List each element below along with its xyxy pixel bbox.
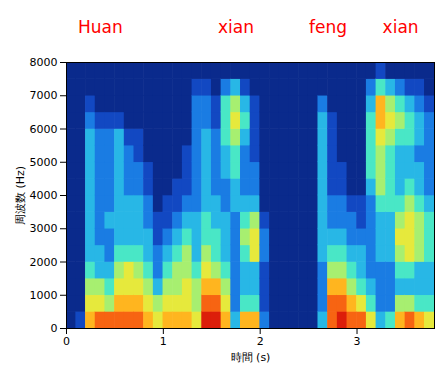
svg-text:2: 2 [257, 335, 264, 348]
svg-text:周波数 (Hz): 周波数 (Hz) [14, 166, 27, 225]
svg-text:時間 (s): 時間 (s) [231, 351, 271, 364]
svg-text:Huan: Huan [78, 17, 123, 37]
svg-text:7000: 7000 [30, 89, 58, 102]
svg-text:0: 0 [63, 335, 70, 348]
svg-text:xian: xian [218, 17, 254, 37]
svg-text:6000: 6000 [30, 123, 58, 136]
svg-text:3000: 3000 [30, 222, 58, 235]
svg-text:1000: 1000 [30, 289, 58, 302]
svg-text:1: 1 [160, 335, 167, 348]
svg-text:4000: 4000 [30, 189, 58, 202]
svg-text:feng: feng [309, 17, 347, 37]
svg-text:2000: 2000 [30, 256, 58, 269]
svg-text:xian: xian [383, 17, 419, 37]
svg-text:3: 3 [354, 335, 361, 348]
svg-text:5000: 5000 [30, 156, 58, 169]
svg-text:0: 0 [51, 322, 58, 335]
svg-text:8000: 8000 [30, 56, 58, 69]
